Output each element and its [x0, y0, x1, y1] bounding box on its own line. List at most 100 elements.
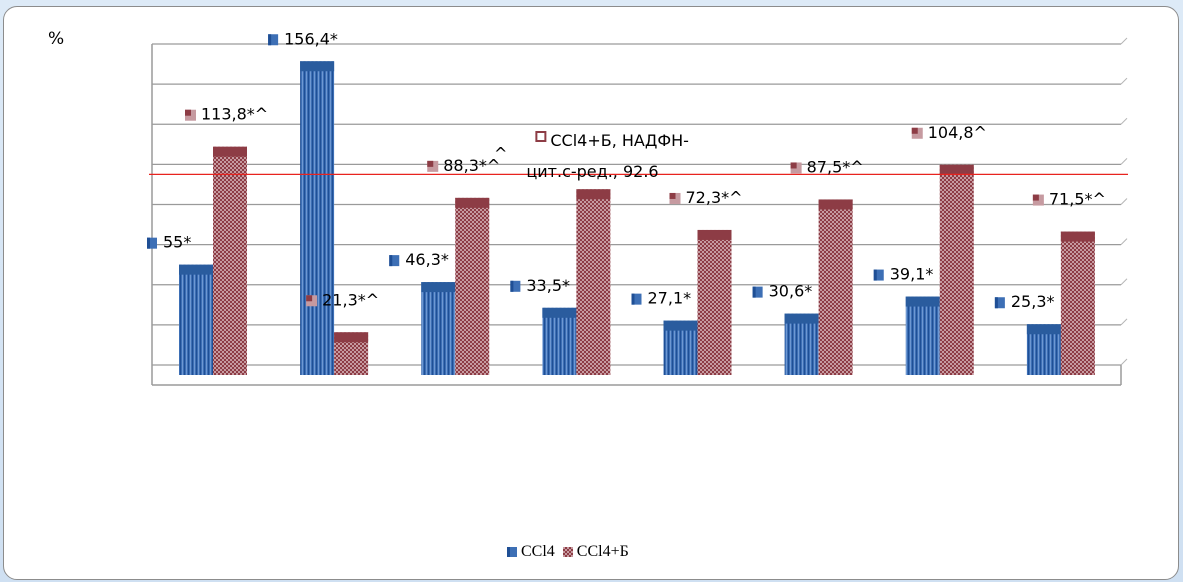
- bar-ccl4: [784, 313, 819, 375]
- gridline-depth: [1120, 318, 1128, 326]
- bar-cap: [784, 313, 819, 324]
- bar-ccl4-b: [576, 189, 611, 375]
- bar-ccl4-b: [939, 164, 974, 375]
- data-label-group: 21,3*^: [306, 290, 379, 309]
- data-label: 30,6*: [769, 282, 813, 301]
- data-label-group: 27,1*: [631, 289, 692, 308]
- bar-chart: 55* 156,4* 46,3* 33,5* 27,1* 30,6* 39,1* 25,3* 1…: [147, 29, 1128, 386]
- bar-cap: [179, 264, 213, 275]
- label-marker: [510, 280, 521, 292]
- label-marker-edge: [631, 293, 635, 305]
- data-label: 72,3*^: [686, 188, 743, 207]
- data-label: 88,3*^: [443, 156, 500, 175]
- label-marker-fill: [427, 160, 434, 167]
- bar-cap: [1026, 324, 1061, 335]
- data-label-callout: CCl4+Б, НАДФН-цит.с-ред., 92.6: [526, 131, 689, 181]
- gridline-depth: [1120, 117, 1128, 125]
- gridline-depth: [1120, 158, 1128, 165]
- gridline-depth: [1120, 238, 1128, 245]
- label-marker-fill: [306, 295, 313, 302]
- label-marker: [147, 237, 157, 249]
- label-marker-fill: [185, 109, 191, 116]
- label-marker: [873, 269, 884, 281]
- label-marker-fill: [911, 127, 918, 134]
- bar-cap: [334, 332, 369, 343]
- label-marker-fill: [669, 192, 676, 199]
- gridline-depth: [1120, 198, 1128, 205]
- data-label-group: 88,3*^: [427, 156, 500, 175]
- data-label-group: 30,6*: [752, 282, 813, 301]
- data-label-group: 113,8*^: [185, 105, 268, 124]
- bar-ccl4-b: [455, 197, 490, 375]
- bar-cap: [818, 199, 853, 210]
- data-label: 71,5*^: [1049, 190, 1106, 209]
- data-label: CCl4+Б, НАДФН-: [550, 131, 689, 150]
- stray-caret: ^: [494, 144, 507, 163]
- label-marker-fill: [790, 162, 797, 169]
- y-axis-label: %: [48, 29, 65, 49]
- legend-item-ccl4: CCl4: [507, 543, 555, 561]
- legend-swatch-ccl4-b: [562, 547, 573, 557]
- bar-ccl4-b: [1060, 231, 1095, 375]
- bar-ccl4: [542, 307, 577, 375]
- data-label: 25,3*: [1011, 292, 1055, 311]
- bar-cap: [1060, 231, 1095, 242]
- bar-cap: [300, 61, 335, 72]
- data-label: 55*: [163, 233, 191, 252]
- bar-ccl4-b: [697, 229, 732, 375]
- label-marker-edge: [268, 34, 272, 46]
- gridline-depth: [1120, 358, 1128, 366]
- label-marker-edge: [147, 237, 150, 249]
- legend-label-ccl4: CCl4: [521, 543, 555, 560]
- bar-ccl4-b: [818, 199, 853, 375]
- legend-item-ccl4-b: CCl4+Б: [562, 543, 629, 561]
- data-label-group: 72,3*^: [669, 188, 743, 207]
- label-marker-edge: [994, 297, 998, 309]
- data-label-group: 25,3*: [994, 292, 1055, 311]
- bar-cap: [421, 282, 456, 293]
- legend-label-ccl4-b: CCl4+Б: [576, 543, 629, 560]
- label-marker: [535, 131, 547, 142]
- bar-ccl4: [300, 61, 335, 375]
- legend-swatch-ccl4: [507, 547, 517, 557]
- data-label-group: 33,5*: [510, 276, 570, 295]
- data-label-group: 156,4*: [268, 29, 338, 48]
- label-marker: [631, 293, 642, 305]
- data-label-group: 87,5*^: [790, 157, 864, 176]
- bar-cap: [542, 307, 577, 318]
- data-label: 104,8^: [928, 123, 987, 142]
- label-marker: [268, 34, 279, 46]
- label-marker-edge: [510, 280, 514, 292]
- bar-ccl4: [905, 296, 940, 375]
- data-label: 27,1*: [648, 289, 692, 308]
- label-marker-edge: [873, 269, 877, 281]
- bar-cap: [905, 296, 940, 307]
- data-label-group: 104,8^: [911, 123, 987, 142]
- data-label-group: 71,5*^: [1032, 190, 1106, 209]
- gridline-depth: [1120, 37, 1128, 45]
- bar-cap: [939, 164, 974, 175]
- bar-cap: [213, 146, 247, 157]
- legend: CCl4 CCl4+Б: [507, 543, 629, 561]
- bar-cap: [455, 197, 490, 208]
- label-marker: [994, 297, 1005, 309]
- bar-cap: [576, 189, 611, 200]
- data-label-group: 46,3*: [389, 250, 449, 269]
- label-marker-edge: [389, 255, 393, 267]
- data-label: 87,5*^: [807, 157, 864, 176]
- data-label: 156,4*: [284, 29, 338, 48]
- chart-area: % 55* 156,4* 46,3* 33,5* 27,1* 30,6* 39,1* 25,3…: [3, 6, 1179, 580]
- label-marker-edge: [752, 286, 756, 298]
- data-label-group: 55*: [147, 233, 191, 252]
- bar-ccl4: [421, 282, 456, 375]
- label-marker-fill: [1032, 194, 1039, 201]
- bar-cap: [663, 320, 698, 331]
- data-label: 33,5*: [526, 276, 570, 295]
- data-label: 21,3*^: [322, 290, 379, 309]
- data-label: 46,3*: [405, 250, 449, 269]
- label-marker: [752, 286, 763, 298]
- data-label: 39,1*: [890, 265, 934, 284]
- label-marker: [389, 255, 400, 267]
- data-label: цит.с-ред., 92.6: [526, 162, 658, 181]
